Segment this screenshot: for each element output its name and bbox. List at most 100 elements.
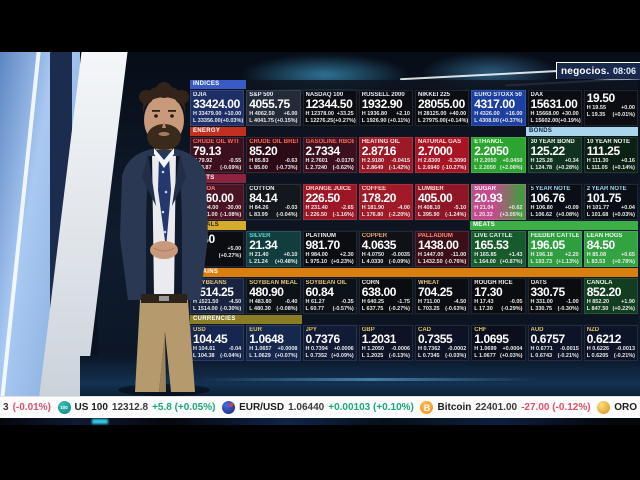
- tile-high: H 2.7601: [305, 158, 328, 164]
- tile-sugar: SUGAR 20.93 H 21.04 +0.62 L 20.32 (+3.05%): [471, 184, 526, 220]
- tile-wheat: WHEAT 704.25 H 711.00 -4.50 L 703.25 (-0.63%): [415, 278, 470, 314]
- tile-symbol: RUSSELL 2000: [361, 92, 405, 98]
- tile-high: H 711.00: [418, 299, 441, 305]
- tile-low: L 226.50: [305, 211, 328, 218]
- tile-high-change: H 101.77 +0.04: [587, 205, 635, 212]
- tile-cotton: COTTON 84.14 H 84.26 -0.03 L 83.99 (-0.04%): [246, 184, 301, 220]
- tile-pct: (+2.08%): [500, 164, 523, 171]
- tile-price: 638.00: [361, 285, 397, 299]
- tile-symbol: USD: [193, 327, 206, 333]
- section-strip: INDICES: [190, 80, 638, 89]
- tile-change: +0.00: [621, 105, 635, 111]
- tile-change: -0.0006: [391, 346, 410, 352]
- tile-pct: (-1.16%): [332, 211, 354, 218]
- tile-pct: (+0.27%): [333, 117, 356, 124]
- tile-natural-gas: NATURAL GAS 2.7000 H 2.8300 -0.3090 L 2.6940…: [415, 137, 470, 173]
- tile-high: H 0.6226: [586, 346, 610, 352]
- tile-price: 84.50: [586, 238, 615, 252]
- tile-row: USD 104.45 H 104.61 -0.04 L 104.38 (-0.04%) EU…: [190, 325, 638, 361]
- tile-price: 2.7000: [418, 144, 453, 158]
- tile-low: L 1.0629: [249, 352, 271, 359]
- tile-high: H 984.00: [305, 252, 328, 258]
- ticker-value: 3: [3, 402, 9, 413]
- tile-low: L 2.2050: [474, 164, 496, 171]
- tile-high: H 640.25: [361, 299, 385, 305]
- tile-change: +10.00: [224, 111, 242, 117]
- tile-low-pct: L 480.30 (-0.08%): [249, 306, 297, 313]
- tile-symbol: LIVE CATTLE: [474, 233, 513, 239]
- tile-symbol: CORN: [361, 280, 380, 286]
- tile-change: -0.0170: [335, 158, 354, 164]
- tile-price: 2.8716: [361, 144, 397, 158]
- tile-change: +0.62: [508, 205, 523, 211]
- tile-high: H 104.61: [193, 346, 216, 352]
- tile-symbol: ETHANOL: [474, 139, 504, 145]
- tile-low: L 0.7345: [418, 352, 440, 359]
- tile-high: H 85.08: [586, 252, 607, 258]
- tile-low: L 2.8649: [361, 164, 384, 171]
- tile-symbol: OATS: [530, 280, 547, 286]
- tile-high: H 0.7394: [305, 346, 328, 352]
- tile-low-pct: L 106.62 (+0.08%): [531, 212, 579, 219]
- tile-high: H 4062.50: [249, 111, 275, 117]
- tile-dax: DAX 15631.00 H 15668.00 +30.00 L 15602.00 (+0…: [527, 90, 582, 126]
- tile-high-change: +5.00: [193, 246, 241, 253]
- tile-low-pct: L 20.32 (+3.05%): [474, 212, 522, 219]
- tile-price: 981.70: [305, 238, 341, 252]
- tile-price: 2.2050: [474, 144, 509, 158]
- tile-copper: COPPER 4.0635 H 4.0750 -0.0035 L 4.0330 (-0.0…: [358, 231, 413, 267]
- tile-low-pct: L 4.0330 (-0.09%): [362, 259, 410, 266]
- tile-pct: (+3.05%): [500, 211, 523, 218]
- tile-change: +0.0004: [502, 346, 523, 352]
- tile-low: L 2.6940: [418, 164, 440, 171]
- tile-low: L 83.53: [586, 258, 606, 265]
- tile-price: 4055.75: [249, 97, 290, 111]
- tile-change: +0.0006: [333, 346, 354, 352]
- tile-price: 4.0635: [361, 238, 397, 252]
- mouth: [158, 132, 170, 136]
- tile-price: 15631.00: [530, 97, 578, 111]
- belt-buckle: [159, 296, 169, 301]
- tile-low-pct: L 0.7345 (-0.03%): [418, 353, 466, 360]
- tile-price: 4317.00: [474, 97, 515, 111]
- tile-symbol: GASOLINE RBOB: [305, 139, 354, 145]
- tile-high: H 101.77: [586, 205, 610, 211]
- tile-pct: (+0.28%): [556, 164, 579, 171]
- tile-high-change: H 0.7394 +0.0006: [306, 346, 354, 353]
- tile-low: L 85.00: [249, 164, 268, 171]
- tile-low: L 975.10: [305, 258, 328, 265]
- tile-change: +0.0450: [502, 158, 523, 164]
- tile-symbol: SOYBEANS: [193, 280, 227, 286]
- tile-eur: EUR 1.0648 H 1.0657 +0.0008 L 1.0629 (+0.07%): [246, 325, 301, 361]
- tile-high-change: H 17.43 -0.05: [474, 299, 522, 306]
- tile-change: -4.50: [453, 299, 467, 305]
- tile-pct: (+0.78%): [612, 258, 635, 265]
- tile-pct: (+0.01%): [612, 111, 635, 118]
- tile-high-change: H 21.04 +0.62: [474, 205, 522, 212]
- gold-icon: [597, 401, 611, 414]
- tile-symbol: S&P 500: [249, 92, 274, 98]
- tile-low: L 480.30: [249, 305, 271, 312]
- presenter-hair: [142, 86, 186, 114]
- tile-high-change: H 1.0699 +0.0004: [474, 346, 522, 353]
- tile-gasoline-rbob: GASOLINE RBOB 2.7334 H 2.7601 -0.0170 L 2.72…: [302, 137, 357, 173]
- tile-change: +33.25: [336, 111, 354, 117]
- tile-low-pct: L 0.7352 (+0.09%): [306, 353, 354, 360]
- tile-high-change: H 28125.00 +40.00: [418, 111, 466, 118]
- tile-ethanol: ETHANOL 2.2050 H 2.2050 +0.0450 L 2.2050 (+2.…: [471, 137, 526, 173]
- tile-pct: (+0.09%): [331, 352, 354, 359]
- section-label-grains: GRAINS: [190, 268, 638, 277]
- tile-symbol: PALLADIUM: [418, 233, 453, 239]
- tile-high: H 483.80: [249, 299, 272, 305]
- tile-change: -0.3090: [447, 158, 467, 164]
- tile-price: 330.75: [530, 285, 566, 299]
- tile-high: H 408.10: [418, 205, 441, 211]
- tile-change: +0.16: [621, 158, 635, 164]
- tile-low: L 395.90: [418, 211, 440, 218]
- tile-high-change: H 1.0657 +0.0008: [249, 346, 297, 353]
- tile-pct: (+0.11%): [387, 117, 410, 124]
- tile-high: H 1447.00: [418, 252, 444, 258]
- tile-price: 12344.50: [305, 97, 353, 111]
- tile-low: L 176.80: [361, 211, 384, 218]
- tile-price: 0.7355: [418, 332, 453, 346]
